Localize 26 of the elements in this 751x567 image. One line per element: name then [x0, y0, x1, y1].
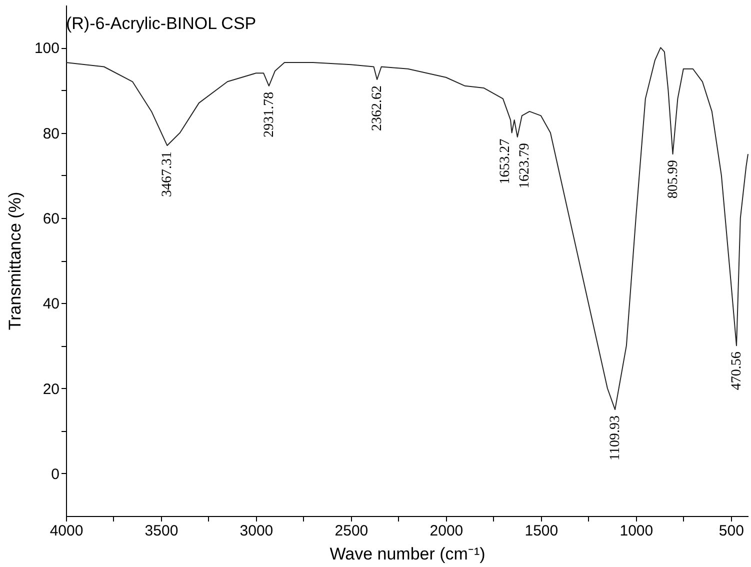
y-tick-label: 100 — [34, 40, 60, 58]
annotation: 470.56 — [729, 352, 744, 390]
annotation: 1653.27 — [498, 138, 513, 184]
x-tick-label: 3000 — [240, 522, 274, 540]
x-tick-label: 1500 — [524, 522, 558, 540]
annotation: 2931.78 — [262, 92, 277, 138]
x-tick-label: 2500 — [334, 522, 368, 540]
annotation: 1623.79 — [517, 143, 532, 189]
y-tick-label: 80 — [42, 125, 60, 142]
x-tick-label: 4000 — [50, 522, 84, 540]
annotation: 805.99 — [666, 160, 681, 199]
y-tick-label: 40 — [42, 296, 60, 313]
y-axis-title: Transmittance (%) — [5, 192, 24, 330]
x-axis-title: Wave number (cm⁻¹) — [330, 544, 486, 564]
annotation: 1109.93 — [608, 416, 624, 461]
x-tick-label: 500 — [718, 522, 744, 540]
y-tick-label: 60 — [42, 210, 60, 228]
annotation: 3467.31 — [160, 152, 176, 198]
y-tick-label: 0 — [51, 466, 60, 483]
y-tick-label: 20 — [42, 380, 60, 398]
line-series — [66, 47, 748, 410]
x-tick-label: 2000 — [430, 522, 464, 540]
x-tick-label: 1000 — [620, 522, 654, 540]
annotation: 2362.62 — [370, 86, 386, 132]
text: (R)-6-Acrylic-BINOL CSP — [66, 14, 256, 33]
x-tick-label: 3500 — [144, 522, 178, 540]
